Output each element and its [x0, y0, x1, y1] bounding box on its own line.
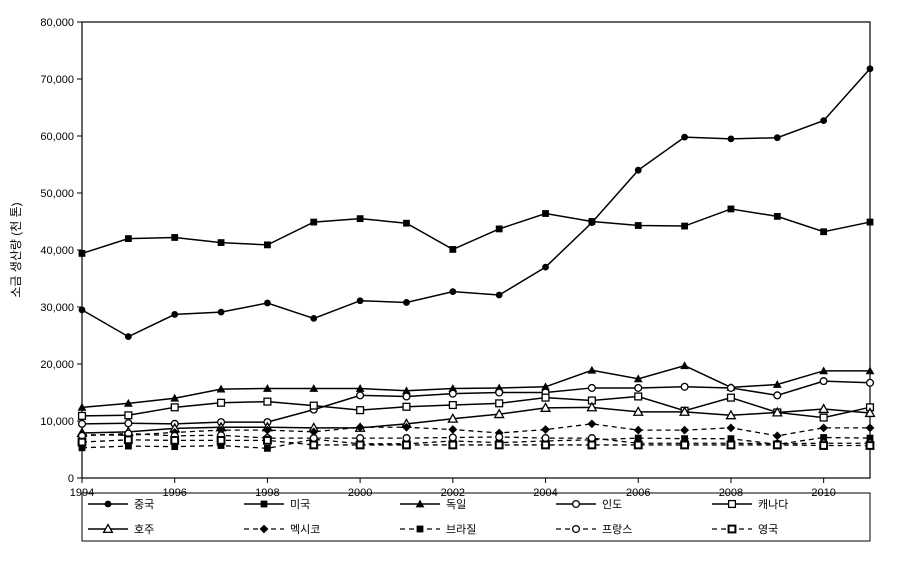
series-line — [82, 440, 870, 446]
legend-label: 멕시코 — [290, 523, 320, 536]
ytick-label: 60,000 — [40, 131, 74, 143]
series-china — [79, 65, 874, 340]
legend-label: 중국 — [134, 499, 154, 511]
ytick-label: 80,000 — [40, 17, 74, 29]
series-india — [79, 378, 874, 428]
series-germany — [78, 361, 875, 410]
ytick-label: 0 — [68, 473, 74, 485]
legend-item-usa: 미국 — [244, 498, 310, 511]
ytick-label: 30,000 — [40, 302, 74, 314]
legend-label: 인도 — [602, 498, 622, 511]
series-line — [82, 434, 870, 444]
series-france — [79, 430, 874, 447]
legend-label: 호주 — [134, 523, 154, 536]
ytick-label: 10,000 — [40, 416, 74, 428]
legend-item-australia: 호주 — [88, 523, 154, 536]
series-brazil — [79, 434, 874, 452]
ytick-label: 50,000 — [40, 188, 74, 200]
series-usa — [79, 206, 874, 257]
series-australia — [78, 403, 875, 436]
series-line — [82, 407, 870, 433]
series-line — [82, 366, 870, 408]
plot-border — [82, 22, 870, 478]
legend-item-germany: 독일 — [400, 497, 466, 511]
chart-svg: 0 10,000 20,000 30,000 40,000 50,000 60,000 70,… — [0, 0, 900, 562]
y-axis-label: 소금 생산량 (천 톤) — [8, 202, 23, 297]
legend-item-canada: 캐나다 — [712, 498, 788, 511]
legend-label: 미국 — [290, 498, 310, 511]
legend-item-france: 프랑스 — [556, 523, 632, 536]
salt-production-chart: 0 10,000 20,000 30,000 40,000 50,000 60,000 70,… — [0, 0, 900, 562]
series-line — [82, 69, 870, 337]
ytick-label: 70,000 — [40, 74, 74, 86]
legend-item-mexico: 멕시코 — [244, 523, 320, 536]
series-line — [82, 209, 870, 253]
legend-item-brazil: 브라질 — [400, 523, 476, 536]
legend-label: 브라질 — [446, 523, 476, 536]
ytick-label: 20,000 — [40, 359, 74, 371]
legend-label: 프랑스 — [602, 523, 632, 536]
series-uk — [79, 436, 874, 448]
legend-item-china: 중국 — [88, 499, 154, 511]
legend-label: 독일 — [446, 497, 466, 511]
legend-item-india: 인도 — [556, 498, 622, 511]
legend-item-uk: 영국 — [712, 523, 778, 536]
ytick-label: 40,000 — [40, 245, 74, 257]
series-line — [82, 424, 870, 436]
legend-label: 영국 — [758, 523, 778, 536]
legend-label: 캐나다 — [758, 498, 788, 511]
